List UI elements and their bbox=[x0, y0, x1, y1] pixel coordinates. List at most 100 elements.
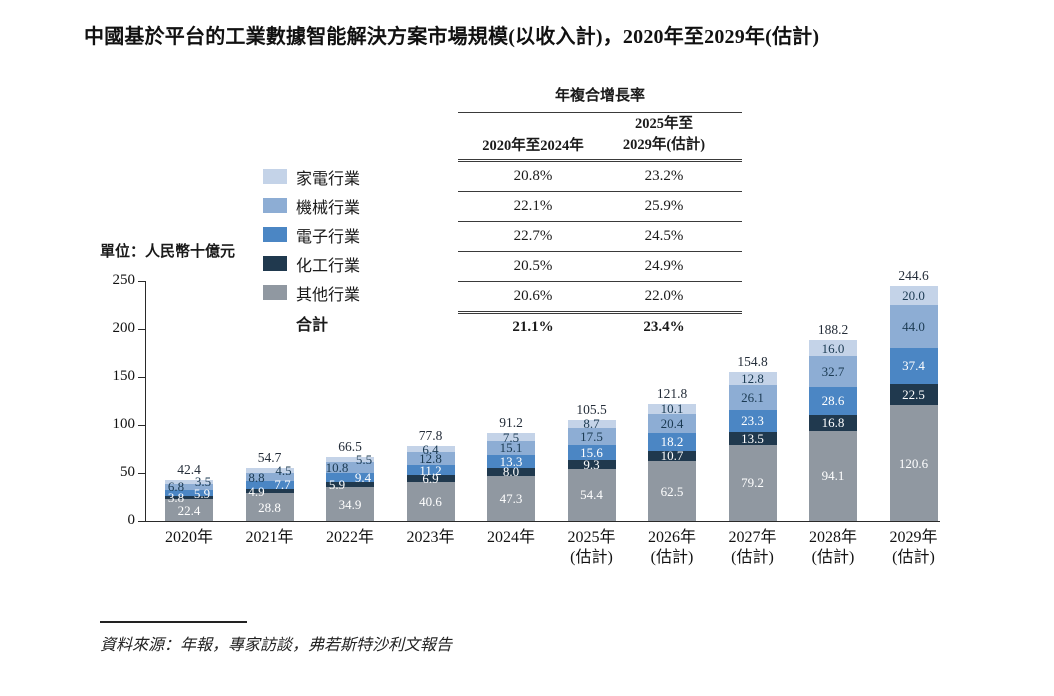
legend-total-label: 合計 bbox=[296, 317, 329, 334]
segment-label-others: 120.6 bbox=[898, 455, 929, 471]
bar-segment-chemical bbox=[889, 383, 938, 406]
bar-segment-others bbox=[648, 461, 696, 521]
bar-segment-appliance bbox=[889, 286, 938, 306]
segment-label-appliance: 3.5 bbox=[194, 474, 212, 490]
segment-label-electronics: 7.7 bbox=[274, 477, 291, 493]
bar-segment-electronics bbox=[728, 409, 777, 432]
bar-segment-machinery bbox=[648, 413, 696, 434]
bar-segment-others bbox=[406, 482, 455, 521]
segment-label-chemical: 8.0 bbox=[502, 464, 520, 480]
bar-segment-others bbox=[809, 430, 857, 521]
category-year: 2025年 bbox=[567, 529, 616, 546]
legend-swatch-electronics bbox=[263, 227, 287, 242]
bar-segment-machinery bbox=[889, 305, 938, 348]
cagr-value-2025-2029: 24.5% bbox=[644, 228, 684, 244]
y-axis-tick-label: 100 bbox=[112, 416, 136, 432]
y-axis-line bbox=[145, 281, 146, 521]
bar-segment-machinery bbox=[326, 462, 374, 473]
cagr-total-value-2: 23.4% bbox=[643, 318, 685, 335]
bar-segment-others bbox=[889, 405, 938, 521]
cagr-row-電子行業: 22.7% 24.5% bbox=[458, 222, 742, 252]
legend-item-others: 其他行業 bbox=[263, 278, 453, 307]
segment-label-chemical: 10.7 bbox=[660, 448, 684, 464]
bar-total-label: 105.5 bbox=[576, 401, 607, 417]
x-axis-category-label: 2021年 bbox=[225, 528, 315, 548]
category-year: 2021年 bbox=[245, 529, 294, 546]
bar-segment-others bbox=[165, 499, 213, 521]
y-axis-tick-label: 50 bbox=[120, 464, 135, 480]
bar-segment-appliance bbox=[567, 419, 616, 429]
bar-segment-appliance bbox=[245, 468, 294, 473]
cagr-col1-header: 2020年至2024年 bbox=[482, 138, 584, 154]
bar-segment-chemical bbox=[809, 414, 857, 431]
bar-segment-electronics bbox=[648, 433, 696, 451]
bar-segment-electronics bbox=[165, 490, 213, 496]
y-axis-tick-label: 0 bbox=[127, 512, 136, 528]
bar-segment-machinery bbox=[406, 452, 455, 465]
segment-label-appliance: 7.5 bbox=[502, 429, 520, 445]
segment-label-machinery: 32.7 bbox=[821, 363, 845, 379]
bar-segment-appliance bbox=[728, 372, 777, 385]
bar-segment-electronics bbox=[245, 481, 294, 489]
segment-label-machinery: 20.4 bbox=[660, 415, 684, 431]
segment-label-electronics: 23.3 bbox=[741, 413, 764, 429]
bar-segment-chemical bbox=[326, 481, 374, 488]
x-axis-category-label: 2020年 bbox=[144, 528, 234, 548]
bar-segment-electronics bbox=[809, 387, 857, 415]
segment-label-electronics: 28.6 bbox=[821, 393, 845, 409]
cagr-column-headers: 2020年至2024年 2025年至 2029年(估計) bbox=[458, 113, 742, 162]
bar-segment-machinery bbox=[728, 384, 777, 410]
y-axis-tick bbox=[138, 473, 145, 474]
bar-segment-chemical bbox=[648, 450, 696, 461]
legend-swatch-others bbox=[263, 285, 287, 300]
y-axis-tick bbox=[138, 521, 145, 522]
y-axis-tick bbox=[138, 377, 145, 378]
segment-label-appliance: 20.0 bbox=[902, 288, 925, 304]
cagr-row-化工行業: 20.5% 24.9% bbox=[458, 252, 742, 282]
cagr-value-2025-2029: 23.2% bbox=[644, 168, 684, 184]
segment-label-appliance: 12.8 bbox=[741, 370, 764, 386]
legend-label-machinery: 機械行業 bbox=[296, 199, 361, 217]
segment-label-electronics: 11.2 bbox=[419, 462, 442, 478]
cagr-value-2020-2024: 20.5% bbox=[513, 258, 553, 274]
category-estimate-note: (估計) bbox=[650, 549, 694, 566]
cagr-col2-header-line2: 2029年(估計) bbox=[622, 137, 706, 153]
x-axis-category-label: 2028年 (估計) bbox=[788, 528, 878, 568]
segment-label-electronics: 9.4 bbox=[354, 469, 372, 485]
bar-segment-chemical bbox=[487, 467, 535, 476]
segment-label-machinery: 8.8 bbox=[248, 469, 265, 485]
x-axis-category-label: 2029年 (估計) bbox=[869, 528, 959, 568]
category-year: 2026年 bbox=[647, 529, 696, 546]
segment-label-electronics: 18.2 bbox=[660, 434, 684, 450]
bar-segment-machinery bbox=[487, 440, 535, 456]
cagr-value-2020-2024: 20.6% bbox=[513, 288, 553, 304]
segment-label-others: 54.4 bbox=[580, 487, 603, 503]
segment-label-chemical: 6.9 bbox=[422, 471, 439, 487]
cagr-total-row: 21.1% 23.4% bbox=[458, 311, 742, 340]
bar-segment-appliance bbox=[406, 446, 455, 453]
segment-label-chemical: 22.5 bbox=[902, 386, 925, 402]
segment-label-appliance: 6.4 bbox=[422, 441, 439, 457]
y-axis-tick bbox=[138, 329, 145, 330]
bar-segment-others bbox=[728, 444, 777, 521]
category-year: 2028年 bbox=[808, 529, 857, 546]
segment-label-electronics: 13.3 bbox=[499, 454, 523, 470]
cagr-value-2020-2024: 20.8% bbox=[513, 168, 553, 184]
legend-label-others: 其他行業 bbox=[296, 286, 361, 304]
bar-segment-machinery bbox=[165, 483, 213, 491]
segment-label-others: 22.4 bbox=[177, 502, 201, 518]
cagr-table-title: 年複合增長率 bbox=[458, 84, 742, 113]
bar-total-label: 77.8 bbox=[418, 428, 443, 444]
bar-total-label: 66.5 bbox=[338, 439, 362, 455]
source-divider-rule bbox=[100, 621, 247, 623]
legend-swatch-appliance bbox=[263, 169, 287, 184]
y-axis-tick-label: 250 bbox=[112, 272, 136, 288]
bar-segment-electronics bbox=[567, 444, 616, 460]
category-estimate-note: (估計) bbox=[570, 549, 613, 566]
segment-label-electronics: 15.6 bbox=[580, 444, 603, 460]
cagr-col2-header-line1: 2025年至 bbox=[635, 116, 693, 132]
x-axis-category-label: 2022年 bbox=[305, 528, 395, 548]
legend-swatch-chemical bbox=[263, 256, 287, 271]
bar-segment-chemical bbox=[165, 495, 213, 500]
segment-label-machinery: 44.0 bbox=[902, 319, 925, 335]
